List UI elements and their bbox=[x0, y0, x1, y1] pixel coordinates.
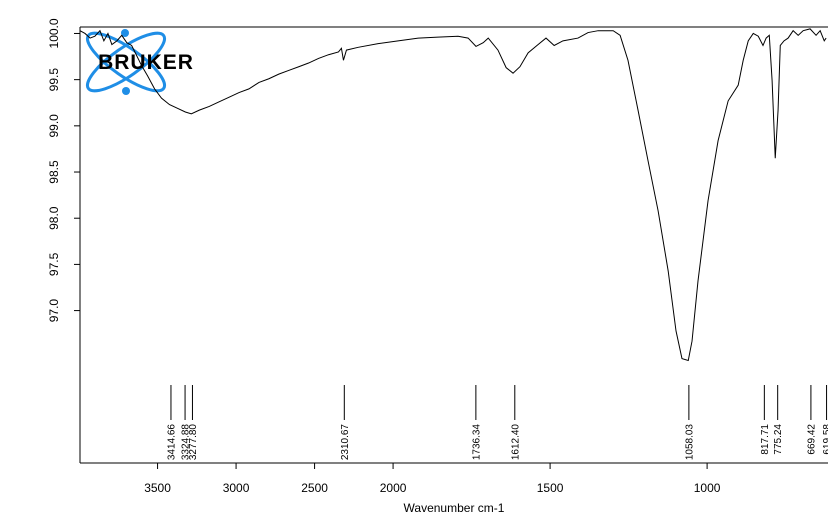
y-tick-label: 98.5 bbox=[47, 160, 61, 184]
y-tick-label: 98.0 bbox=[47, 206, 61, 230]
y-tick-label: 99.5 bbox=[47, 68, 61, 92]
x-tick-label: 1000 bbox=[694, 481, 721, 495]
logo-text: BRUKER bbox=[98, 51, 194, 74]
peak-label: 817.71 bbox=[760, 424, 771, 455]
peak-label: 619.58 bbox=[822, 424, 828, 455]
logo-dot bbox=[122, 87, 130, 95]
peak-label: 775.24 bbox=[773, 424, 784, 455]
peak-label: 1736.34 bbox=[471, 424, 482, 461]
peak-label: 3414.66 bbox=[166, 424, 177, 461]
logo-orbit bbox=[85, 31, 167, 93]
y-tick-label: 99.0 bbox=[47, 114, 61, 138]
y-tick-label: 97.0 bbox=[47, 299, 61, 323]
peak-label: 3277.80 bbox=[188, 424, 199, 461]
x-tick-label: 2500 bbox=[301, 481, 328, 495]
logo: BRUKER bbox=[85, 29, 194, 95]
x-tick-label: 3500 bbox=[144, 481, 171, 495]
peak-label: 1612.40 bbox=[510, 424, 521, 461]
peak-label: 2310.67 bbox=[340, 424, 351, 461]
spectrum-line bbox=[79, 28, 827, 362]
peak-label: 3324.88 bbox=[181, 424, 192, 461]
y-tick-label: 100.0 bbox=[47, 18, 61, 48]
logo-dot bbox=[121, 29, 129, 37]
x-tick-label: 2000 bbox=[380, 481, 407, 495]
y-tick-label: 97.5 bbox=[47, 252, 61, 276]
x-tick-label: 3000 bbox=[223, 481, 250, 495]
peak-label: 669.42 bbox=[806, 424, 817, 455]
x-tick-label: 1500 bbox=[537, 481, 564, 495]
peak-label: 1058.03 bbox=[684, 424, 695, 461]
x-axis-label: Wavenumber cm-1 bbox=[404, 501, 505, 515]
